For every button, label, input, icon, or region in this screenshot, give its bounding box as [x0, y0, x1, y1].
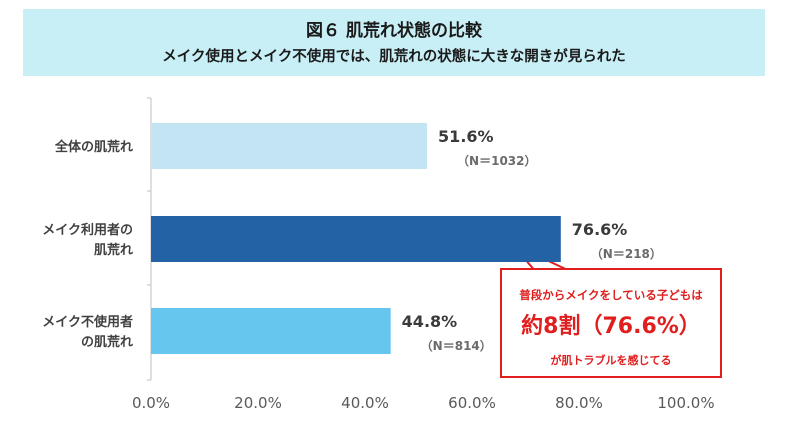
x-tick-label: 100.0% — [657, 394, 714, 412]
value-label: 44.8% — [402, 312, 458, 331]
x-tick-label: 40.0% — [341, 394, 389, 412]
callout-box: 普段からメイクをしている子どもは 約8割（76.6%） が肌トラブルを感じてる — [500, 268, 722, 378]
chart-subtitle: メイク使用とメイク不使用では、肌荒れの状態に大きな開きが見られた — [162, 49, 626, 65]
category-label: メイク不使用者 — [42, 314, 133, 330]
category-label: メイク利用者の — [42, 222, 133, 238]
x-tick-label: 80.0% — [555, 394, 603, 412]
bar — [151, 216, 561, 262]
sample-size-label: （N＝814） — [421, 338, 492, 353]
callout-line-1: 普段からメイクをしている子どもは — [519, 288, 703, 302]
bar — [151, 308, 391, 354]
title-banner: 図６ 肌荒れ状態の比較 メイク使用とメイク不使用では、肌荒れの状態に大きな開きが… — [23, 9, 765, 76]
x-tick-label: 60.0% — [448, 394, 496, 412]
x-tick-label: 0.0% — [132, 394, 170, 412]
sample-size-label: （N＝1032） — [457, 153, 536, 168]
sample-size-label: （N＝218） — [591, 246, 662, 261]
bar — [151, 123, 428, 169]
chart-title: 図６ 肌荒れ状態の比較 — [306, 21, 482, 41]
category-label: 全体の肌荒れ — [54, 139, 133, 155]
value-label: 51.6% — [438, 127, 494, 146]
callout-line-3: が肌トラブルを感じてる — [550, 354, 672, 367]
x-tick-label: 20.0% — [234, 394, 282, 412]
category-label: 肌荒れ — [94, 242, 133, 258]
value-label: 76.6% — [572, 220, 628, 239]
category-label: の肌荒れ — [81, 334, 133, 350]
callout-highlight: 約8割（76.6%） — [521, 314, 701, 339]
